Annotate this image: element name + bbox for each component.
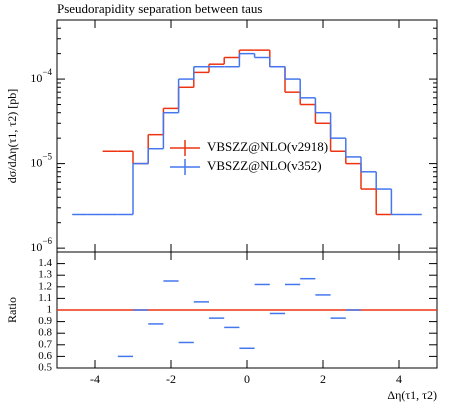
y-tick-label: 10−5	[30, 152, 52, 170]
main-frame	[56, 19, 438, 253]
x-tick-label: 2	[320, 372, 326, 386]
y-tick-label: 0.8	[38, 327, 52, 339]
y-tick-label: 1.1	[38, 292, 52, 304]
y-tick-label: 1.3	[38, 269, 52, 281]
y-tick-exponent: −5	[42, 152, 52, 162]
y-tick-label: 10−4	[30, 67, 52, 85]
y-tick-label: 10−6	[30, 236, 52, 254]
legend-label: VBSZZ@NLO(v2918)	[207, 139, 328, 154]
y-tick-label: 0.9	[38, 315, 52, 327]
y-tick-base: 10	[30, 240, 42, 254]
y-tick-base: 10	[30, 155, 42, 169]
y-tick-label: 0.6	[38, 350, 52, 362]
y-tick-exponent: −4	[42, 67, 52, 77]
ratio-axis-label: Ratio	[5, 297, 19, 323]
x-tick-label: 0	[244, 372, 250, 386]
y-axis-label: dσ/dΔη(τ1, τ2) [pb]	[5, 89, 19, 183]
y-tick-label: 1.2	[38, 280, 52, 292]
y-tick-label: 0.5	[38, 362, 52, 374]
y-tick-label: 0.7	[38, 338, 52, 350]
y-tick-exponent: −6	[42, 236, 52, 246]
x-tick-label: -2	[166, 372, 176, 386]
x-tick-label: 4	[396, 372, 402, 386]
chart-title: Pseudorapidity separation between taus	[57, 1, 262, 16]
x-axis-label: Δη(τ1, τ2)	[387, 388, 437, 402]
legend-label: VBSZZ@NLO(v352)	[207, 158, 322, 173]
y-tick-base: 10	[30, 71, 42, 85]
y-tick-label: 1.4	[38, 257, 52, 269]
y-tick-label: 1	[47, 304, 53, 316]
x-tick-label: -4	[90, 372, 100, 386]
